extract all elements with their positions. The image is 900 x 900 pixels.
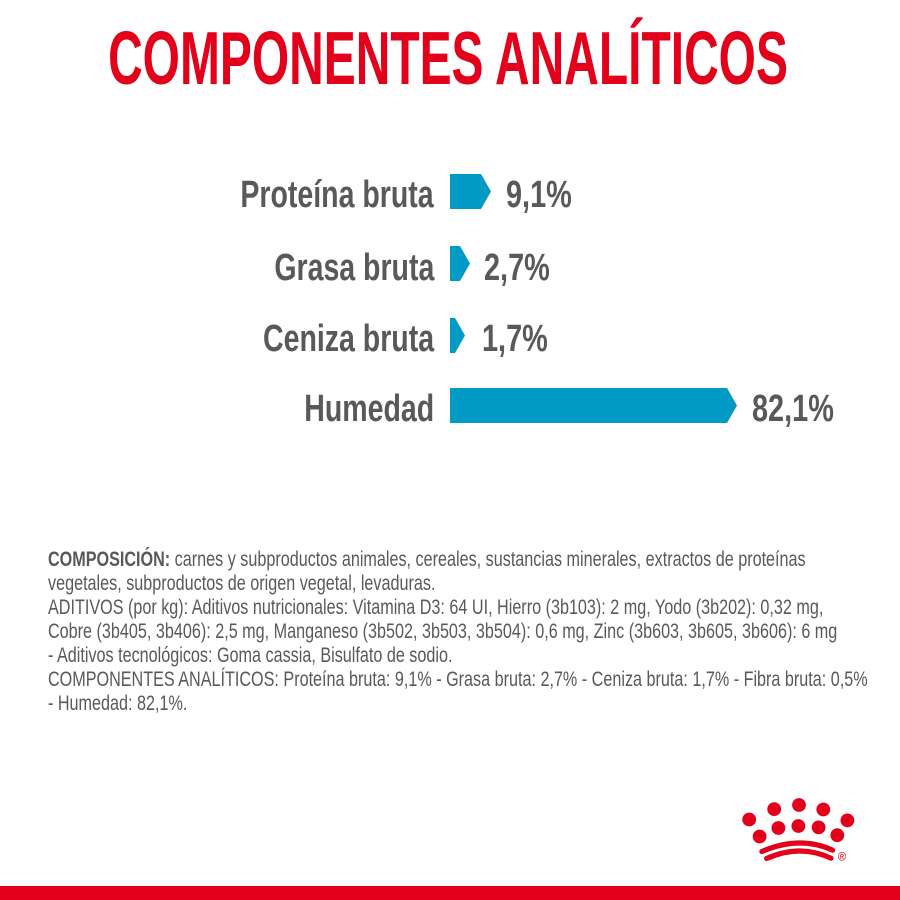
svg-text:®: ® [838, 852, 847, 864]
